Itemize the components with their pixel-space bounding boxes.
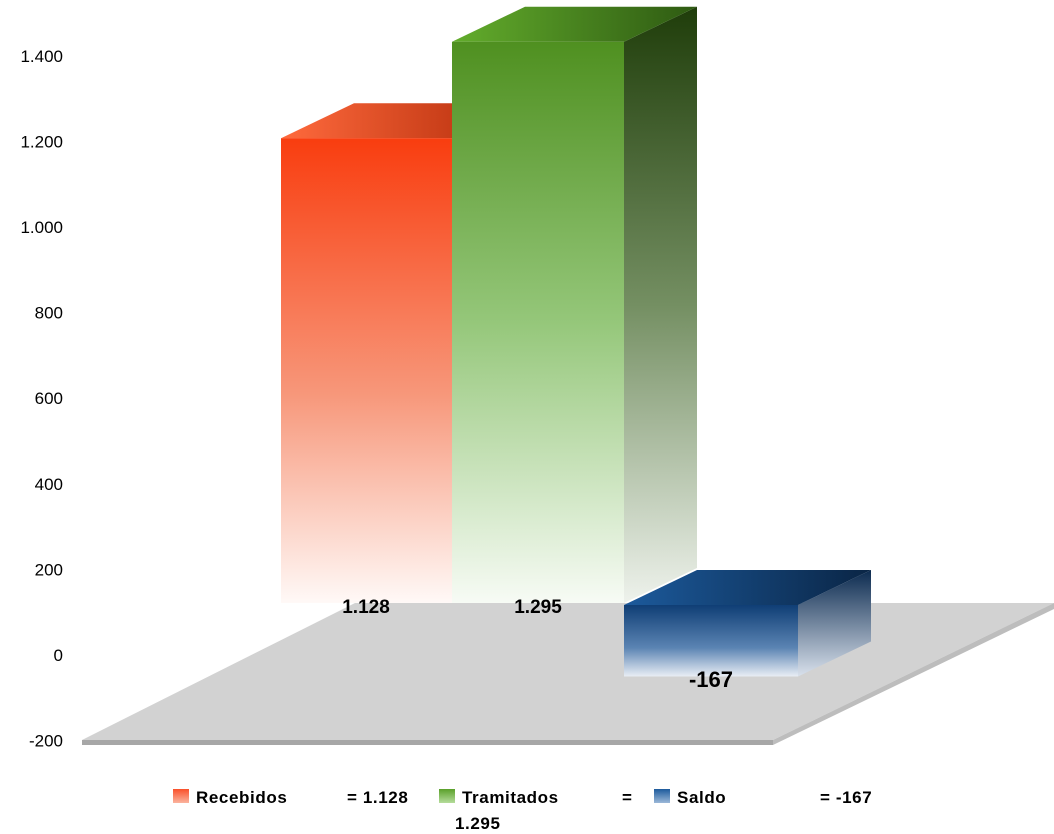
legend-value-saldo: = -167 — [820, 788, 872, 807]
y-tick-label: -200 — [29, 732, 63, 751]
bar-tramitados — [452, 6, 697, 604]
legend-value-tramitados: = — [622, 788, 633, 807]
chart-floor — [82, 603, 1054, 745]
legend-value-tramitados-line2: 1.295 — [455, 814, 501, 833]
bars — [281, 6, 871, 677]
data-label-recebidos: 1.128 — [342, 597, 390, 618]
y-tick-label: 0 — [54, 646, 63, 665]
bar-tramitados-top — [452, 6, 697, 42]
y-tick-label: 200 — [35, 560, 63, 579]
y-tick-label: 400 — [35, 475, 63, 494]
y-tick-label: 800 — [35, 304, 63, 323]
legend: Recebidos = 1.128 Tramitados = 1.295 Sal… — [173, 788, 872, 833]
y-tick-label: 1.000 — [20, 218, 63, 237]
bar-recebidos-front — [281, 138, 452, 603]
y-tick-label: 1.200 — [20, 132, 63, 151]
y-tick-label: 600 — [35, 389, 63, 408]
bar-saldo — [624, 570, 871, 677]
y-axis-ticks: -200 0 200 400 600 800 1.000 1.200 1.400 — [20, 47, 63, 751]
legend-label-saldo: Saldo — [677, 788, 726, 807]
floor-plane — [82, 603, 1054, 740]
bar-saldo-top — [624, 570, 871, 605]
data-labels: 1.128 1.295 -167 — [342, 597, 733, 692]
y-tick-label: 1.400 — [20, 47, 63, 66]
legend-value-recebidos: = 1.128 — [347, 788, 408, 807]
bar-saldo-side — [798, 570, 871, 677]
bar-tramitados-front — [452, 41, 624, 604]
legend-swatch-saldo — [654, 789, 670, 803]
floor-right-edge — [773, 603, 1054, 745]
data-label-tramitados: 1.295 — [514, 597, 562, 618]
bar-tramitados-side — [624, 6, 697, 604]
floor-front-edge — [82, 740, 773, 745]
bar-saldo-front — [624, 605, 798, 677]
legend-label-recebidos: Recebidos — [196, 788, 287, 807]
legend-swatch-recebidos — [173, 789, 189, 803]
legend-swatch-tramitados — [439, 789, 455, 803]
data-label-saldo: -167 — [689, 667, 733, 692]
legend-label-tramitados: Tramitados — [462, 788, 559, 807]
